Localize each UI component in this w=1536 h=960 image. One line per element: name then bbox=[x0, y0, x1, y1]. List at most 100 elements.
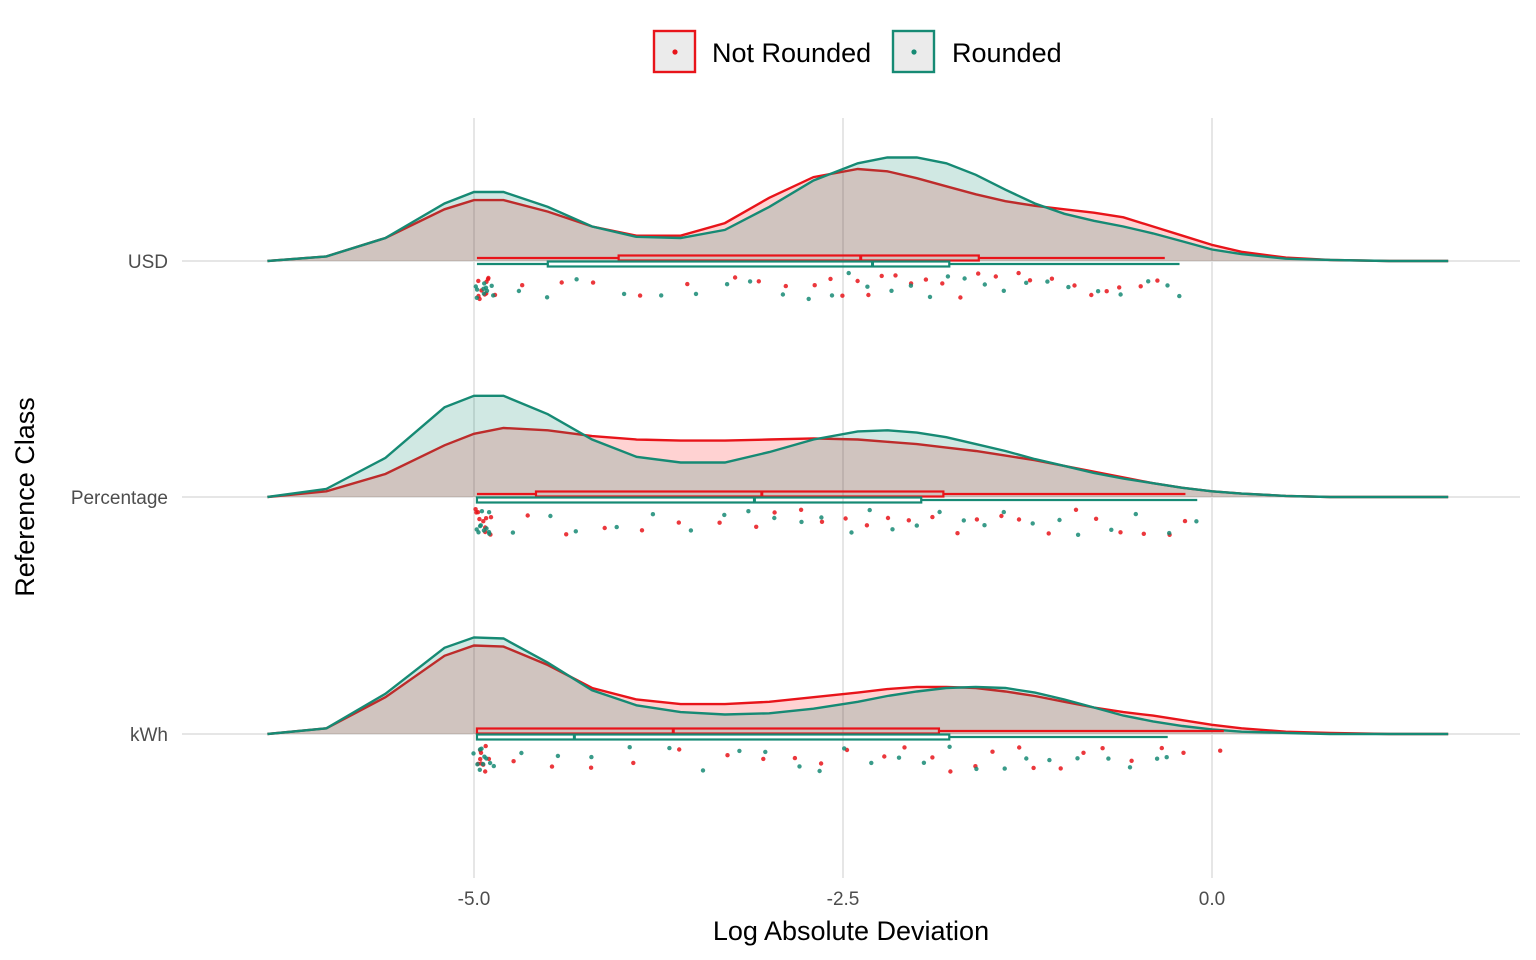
point-usd-rounded bbox=[544, 295, 550, 300]
point-usd-rounded bbox=[889, 288, 894, 293]
point-percentage-not-rounded bbox=[819, 519, 825, 524]
point-kwh-rounded bbox=[480, 761, 486, 767]
point-usd-not-rounded bbox=[732, 275, 738, 280]
point-kwh-rounded bbox=[555, 753, 561, 759]
point-usd-not-rounded bbox=[893, 273, 898, 278]
point-usd-not-rounded bbox=[559, 280, 564, 285]
point-percentage-not-rounded bbox=[1046, 531, 1051, 536]
point-percentage-not-rounded bbox=[676, 520, 681, 525]
point-usd-rounded bbox=[945, 274, 951, 279]
point-usd-not-rounded bbox=[485, 276, 491, 282]
point-kwh-not-rounded bbox=[1181, 750, 1186, 755]
x-tick-label: -2.5 bbox=[827, 889, 860, 910]
point-percentage-not-rounded bbox=[1073, 507, 1079, 512]
point-kwh-rounded bbox=[1075, 756, 1080, 761]
point-percentage-rounded bbox=[510, 530, 516, 535]
point-percentage-rounded bbox=[914, 523, 919, 528]
point-usd-not-rounded bbox=[976, 271, 981, 276]
legend-label-rounded: Rounded bbox=[952, 38, 1062, 68]
point-percentage-rounded bbox=[486, 529, 492, 535]
point-usd-not-rounded bbox=[828, 276, 833, 282]
point-percentage-rounded bbox=[1030, 521, 1035, 526]
point-usd-not-rounded bbox=[520, 283, 525, 288]
point-kwh-rounded bbox=[869, 760, 874, 766]
point-kwh-rounded bbox=[475, 762, 480, 767]
point-kwh-not-rounded bbox=[1218, 748, 1223, 753]
point-usd-not-rounded bbox=[1049, 276, 1055, 281]
point-percentage-not-rounded bbox=[1016, 517, 1022, 522]
x-tick-label: -5.0 bbox=[458, 889, 491, 910]
point-kwh-rounded bbox=[1024, 756, 1029, 761]
point-percentage-rounded bbox=[548, 513, 553, 519]
point-percentage-not-rounded bbox=[864, 523, 870, 528]
point-percentage-not-rounded bbox=[999, 513, 1004, 519]
point-usd-not-rounded bbox=[923, 277, 929, 282]
point-percentage-rounded bbox=[867, 507, 872, 513]
point-percentage-rounded bbox=[961, 518, 966, 523]
point-usd-rounded bbox=[474, 295, 479, 300]
point-kwh-rounded bbox=[763, 749, 768, 755]
point-kwh-rounded bbox=[484, 756, 489, 761]
legend-item-rounded[interactable]: Rounded bbox=[891, 29, 1062, 74]
point-percentage-not-rounded bbox=[477, 516, 482, 522]
legend-item-not-rounded[interactable]: Not Rounded bbox=[652, 29, 871, 74]
density-fill-percentage-not-rounded bbox=[267, 428, 1449, 497]
point-usd-rounded bbox=[1095, 289, 1101, 294]
point-percentage-not-rounded bbox=[930, 514, 935, 520]
point-percentage-not-rounded bbox=[1118, 530, 1123, 535]
point-percentage-not-rounded bbox=[564, 532, 569, 537]
point-usd-not-rounded bbox=[812, 283, 817, 288]
point-percentage-rounded bbox=[688, 528, 694, 533]
point-usd-not-rounded bbox=[783, 283, 788, 289]
point-usd-not-rounded bbox=[1104, 289, 1109, 294]
point-percentage-not-rounded bbox=[1182, 518, 1188, 524]
point-usd-rounded bbox=[474, 287, 480, 292]
point-usd-not-rounded bbox=[840, 293, 845, 298]
y-tick-label-kwh: kWh bbox=[130, 725, 168, 746]
point-usd-rounded bbox=[846, 270, 851, 276]
point-kwh-rounded bbox=[817, 768, 822, 774]
point-percentage-not-rounded bbox=[906, 518, 911, 523]
point-percentage-not-rounded bbox=[481, 519, 486, 524]
point-usd-not-rounded bbox=[590, 280, 596, 285]
point-percentage-rounded bbox=[1057, 517, 1062, 523]
point-usd-rounded bbox=[747, 279, 753, 284]
point-kwh-rounded bbox=[947, 744, 952, 749]
point-percentage-not-rounded bbox=[488, 515, 494, 520]
point-usd-rounded bbox=[1023, 280, 1029, 285]
point-percentage-not-rounded bbox=[772, 510, 777, 515]
point-percentage-rounded bbox=[1133, 511, 1139, 517]
point-kwh-rounded bbox=[921, 760, 927, 765]
point-kwh-rounded bbox=[471, 751, 476, 756]
point-usd-rounded bbox=[1045, 279, 1050, 284]
legend-dot-rounded bbox=[911, 49, 917, 55]
boxplots bbox=[475, 254, 1224, 741]
point-percentage-rounded bbox=[1001, 509, 1006, 515]
point-usd-not-rounded bbox=[940, 281, 945, 286]
point-usd-rounded bbox=[621, 291, 627, 297]
point-usd-rounded bbox=[693, 291, 699, 297]
point-percentage-rounded bbox=[937, 509, 942, 515]
point-usd-not-rounded bbox=[756, 279, 761, 284]
point-usd-rounded bbox=[489, 283, 494, 288]
box-percentage-rounded bbox=[475, 496, 923, 504]
point-kwh-rounded bbox=[477, 747, 483, 752]
point-percentage-rounded bbox=[819, 515, 824, 520]
point-usd-not-rounded bbox=[476, 278, 481, 284]
density-curve-percentage-rounded bbox=[267, 394, 1449, 499]
point-kwh-not-rounded bbox=[1017, 745, 1022, 750]
point-percentage-not-rounded bbox=[475, 510, 481, 515]
point-kwh-rounded bbox=[477, 767, 482, 772]
point-percentage-not-rounded bbox=[1093, 516, 1099, 521]
point-percentage-rounded bbox=[849, 530, 854, 535]
point-usd-not-rounded bbox=[879, 273, 884, 279]
point-usd-not-rounded bbox=[1016, 270, 1021, 276]
point-kwh-rounded bbox=[667, 745, 672, 751]
point-usd-not-rounded bbox=[866, 292, 871, 298]
point-percentage-rounded bbox=[650, 512, 656, 517]
x-axis-title: Log Absolute Deviation bbox=[713, 916, 989, 946]
point-kwh-not-rounded bbox=[1129, 758, 1134, 763]
point-percentage-not-rounded bbox=[955, 531, 960, 536]
point-usd-rounded bbox=[574, 277, 579, 282]
box-kwh-rounded bbox=[475, 733, 951, 741]
